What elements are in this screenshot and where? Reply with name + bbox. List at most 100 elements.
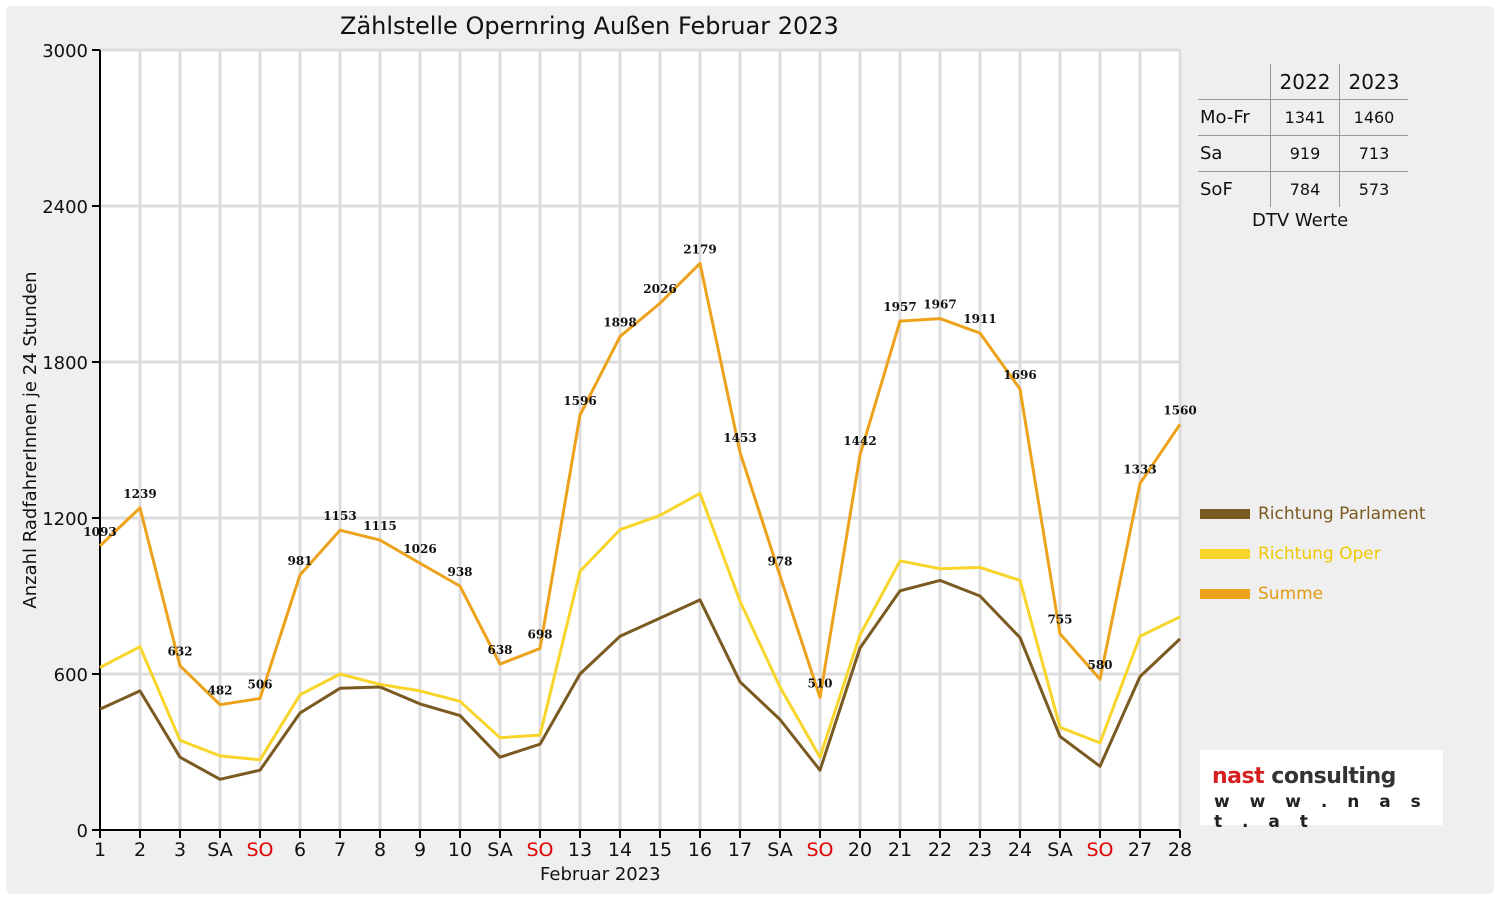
data-label: 1696 [1003, 368, 1036, 382]
chart-title: Zählstelle Opernring Außen Februar 2023 [340, 12, 839, 40]
x-tick-label: 13 [568, 839, 592, 861]
x-tick-label: SA [1047, 839, 1072, 861]
x-tick-label: 27 [1128, 839, 1152, 861]
logo-name-part1: nast [1212, 764, 1265, 789]
data-label: 1333 [1123, 462, 1156, 476]
y-tick-label: 1800 [42, 353, 88, 374]
series-line-parlament [99, 578, 1182, 781]
dtv-value-2022: 919 [1270, 135, 1340, 172]
data-label: 580 [1087, 658, 1112, 672]
data-label: 1153 [323, 509, 356, 523]
x-tick-label: 9 [414, 839, 426, 861]
data-label: 510 [807, 676, 832, 690]
dtv-row: SoF 784 573 [1198, 171, 1408, 207]
dtv-row-label: SoF [1198, 171, 1271, 207]
x-tick-label: 14 [608, 839, 632, 861]
x-tick-label: 8 [374, 839, 386, 861]
dtv-value-2022: 784 [1270, 171, 1340, 207]
data-label: 1239 [123, 487, 156, 501]
data-label: 1596 [563, 394, 596, 408]
data-label: 638 [487, 643, 512, 657]
data-label: 1115 [363, 519, 396, 533]
data-label: 1093 [83, 525, 116, 539]
x-axis-label: Februar 2023 [540, 864, 661, 885]
data-label: 506 [247, 677, 272, 691]
data-label: 2026 [643, 282, 676, 296]
dtv-header-row: 2022 2023 [1198, 64, 1408, 100]
x-tick-label: SO [526, 839, 553, 861]
data-label: 1453 [723, 431, 756, 445]
x-tick-label: 22 [928, 839, 952, 861]
data-label: 2179 [683, 242, 716, 256]
logo-url: w w w . n a s t . a t [1214, 792, 1428, 832]
x-tick-label: 16 [688, 839, 712, 861]
data-label: 1560 [1163, 403, 1196, 417]
x-tick-label: 6 [294, 839, 306, 861]
dtv-row-label: Sa [1198, 135, 1271, 172]
x-tick-label: 7 [334, 839, 346, 861]
x-tick-label: 15 [648, 839, 672, 861]
x-tick-label: SO [246, 839, 273, 861]
dtv-value-2023: 713 [1339, 135, 1408, 172]
dtv-row-label: Mo-Fr [1198, 99, 1271, 136]
dtv-row: Sa 919 713 [1198, 135, 1408, 172]
legend-swatch-summe [1200, 589, 1250, 599]
legend-swatch-oper [1200, 549, 1250, 559]
y-tick-label: 3000 [42, 41, 88, 62]
plot-area [100, 50, 1180, 830]
dtv-value-2023: 573 [1339, 171, 1408, 207]
data-label: 1442 [843, 434, 876, 448]
data-label: 482 [207, 684, 232, 698]
dtv-value-2022: 1341 [1270, 99, 1340, 136]
x-tick-label: 17 [728, 839, 752, 861]
y-tick-label: 0 [77, 821, 88, 842]
legend-label-summe: Summe [1258, 584, 1324, 604]
x-tick-label: SO [1086, 839, 1113, 861]
dtv-table: 2022 2023 Mo-Fr 1341 1460 Sa 919 713 SoF… [1198, 64, 1408, 207]
data-label: 978 [767, 555, 792, 569]
chart-legend: Richtung Parlament Richtung Oper Summe [1200, 494, 1426, 614]
x-tick-label: SA [207, 839, 232, 861]
y-tick-label: 2400 [42, 197, 88, 218]
data-label: 981 [287, 554, 312, 568]
data-label: 1967 [923, 298, 956, 312]
dtv-header-2023: 2023 [1339, 64, 1408, 100]
dtv-caption: DTV Werte [1252, 210, 1349, 231]
x-tick-label: 2 [134, 839, 146, 861]
data-label: 1026 [403, 542, 436, 556]
legend-item-parlament: Richtung Parlament [1200, 494, 1426, 534]
legend-item-summe: Summe [1200, 574, 1426, 614]
logo-name-part2: consulting [1271, 764, 1396, 789]
legend-label-oper: Richtung Oper [1258, 544, 1381, 564]
legend-label-parlament: Richtung Parlament [1258, 504, 1426, 524]
nast-consulting-logo: nast consulting w w w . n a s t . a t [1200, 750, 1443, 832]
legend-item-oper: Richtung Oper [1200, 534, 1426, 574]
x-tick-label: 1 [94, 839, 106, 861]
dtv-row: Mo-Fr 1341 1460 [1198, 99, 1408, 136]
y-tick-label: 1200 [42, 509, 88, 530]
data-label: 1957 [883, 300, 916, 314]
x-tick-label: SO [806, 839, 833, 861]
x-tick-label: 24 [1008, 839, 1032, 861]
x-tick-label: 3 [174, 839, 186, 861]
data-label: 632 [167, 645, 192, 659]
dtv-header-2022: 2022 [1270, 64, 1340, 100]
x-tick-label: 20 [848, 839, 872, 861]
logo-wordmark: nast consulting [1212, 764, 1396, 789]
series-line-summe [98, 261, 1182, 707]
data-label: 1898 [603, 316, 636, 330]
x-tick-label: 28 [1168, 839, 1192, 861]
y-tick-label: 600 [54, 665, 88, 686]
legend-swatch-parlament [1200, 509, 1250, 519]
x-tick-label: 23 [968, 839, 992, 861]
series-line-oper [99, 491, 1181, 762]
data-label: 698 [527, 628, 552, 642]
data-label: 755 [1047, 613, 1072, 627]
x-tick-label: 10 [448, 839, 472, 861]
x-tick-label: SA [767, 839, 792, 861]
data-label: 938 [447, 565, 472, 579]
data-label: 1911 [963, 312, 996, 326]
dtv-value-2023: 1460 [1339, 99, 1408, 136]
